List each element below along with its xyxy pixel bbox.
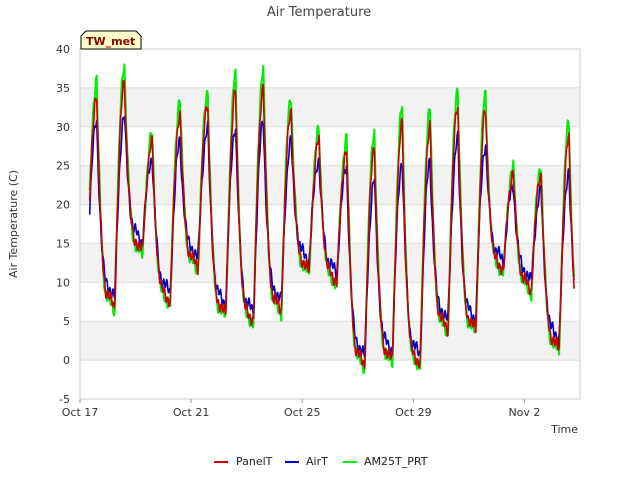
grid-band [80, 321, 580, 361]
series-line-PanelT [88, 79, 575, 370]
y-tick-label: -5 [59, 393, 70, 406]
y-tick-label: 10 [56, 276, 70, 289]
y-tick-label: 15 [56, 237, 70, 250]
station-tag-label: TW_met [86, 35, 135, 48]
y-tick-label: 20 [56, 199, 70, 212]
y-tick-label: 0 [63, 354, 70, 367]
x-axis-title: Time [550, 423, 578, 436]
y-tick-label: 5 [63, 315, 70, 328]
y-tick-label: 40 [56, 43, 70, 56]
y-tick-label: 30 [56, 121, 70, 134]
y-axis-ticks: -5 0 5 10 15 20 25 30 35 40 [56, 43, 70, 406]
x-axis-ticks: Oct 17 Oct 21 Oct 25 Oct 29 Nov 2 [62, 399, 540, 419]
legend-label: PanelT [236, 455, 273, 468]
x-tick-label: Oct 29 [395, 406, 432, 419]
station-tag: TW_met [80, 30, 142, 50]
grid-band [80, 165, 580, 205]
y-tick-label: 25 [56, 160, 70, 173]
chart-title: Air Temperature [267, 5, 371, 20]
station-tag-box [80, 30, 142, 50]
legend-label: AirT [306, 455, 328, 468]
x-tick-label: Nov 2 [508, 406, 540, 419]
legend: PanelT AirT AM25T_PRT [214, 455, 428, 468]
x-tick-label: Oct 21 [173, 406, 210, 419]
y-axis-title: Air Temperature (C) [7, 170, 20, 278]
x-tick-label: Oct 25 [284, 406, 321, 419]
series-line-AirT [88, 116, 575, 358]
plot-area [79, 48, 581, 400]
legend-label: AM25T_PRT [364, 455, 428, 468]
y-tick-label: 35 [56, 82, 70, 95]
series-lines [88, 63, 576, 375]
x-tick-label: Oct 17 [62, 406, 99, 419]
grid-band [80, 87, 580, 127]
